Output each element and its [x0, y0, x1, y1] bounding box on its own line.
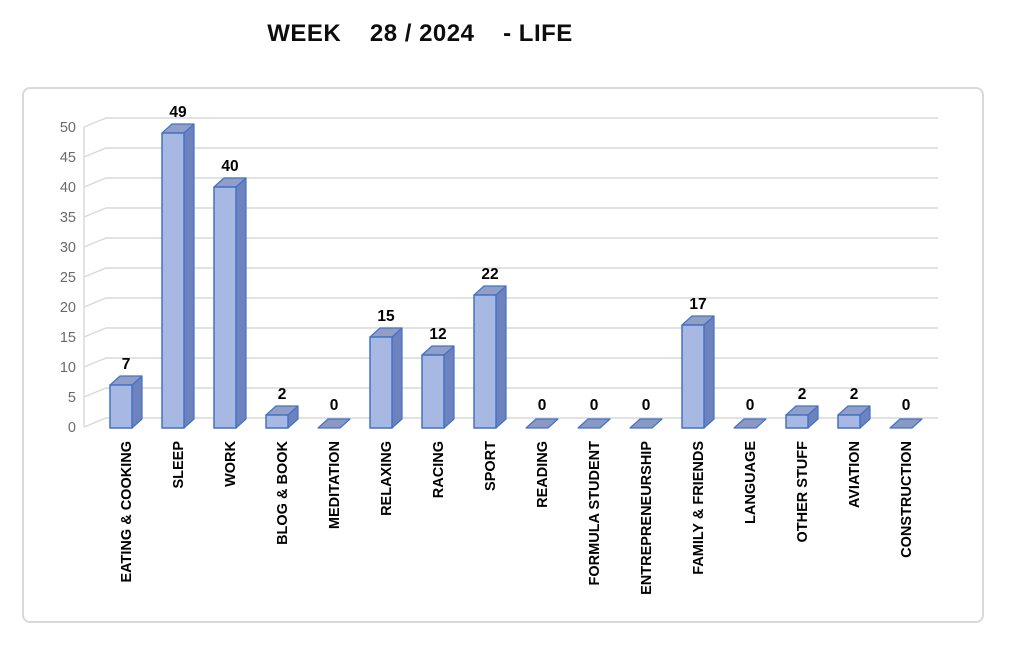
zero-marker — [629, 418, 663, 429]
y-tick-label: 40 — [60, 180, 76, 196]
category-label: ENTREPRENEURSHIP — [639, 441, 655, 595]
gridline — [83, 417, 938, 428]
value-label: 17 — [689, 296, 706, 313]
zero-marker — [889, 418, 923, 429]
bar-side-face — [443, 345, 455, 429]
y-tick-label: 45 — [60, 150, 76, 166]
bar-blog-book — [265, 405, 299, 429]
bar-sleep — [161, 123, 195, 429]
category-label: MEDITATION — [327, 441, 343, 529]
value-label: 22 — [481, 266, 498, 283]
bar-front-face — [109, 384, 133, 429]
category-label: FAMILY & FRIENDS — [691, 441, 707, 575]
value-label: 2 — [278, 386, 287, 403]
y-tick-label: 30 — [60, 240, 76, 256]
value-label: 0 — [538, 397, 547, 414]
category-label: FORMULA STUDENT — [587, 441, 603, 586]
y-tick-label: 5 — [68, 390, 76, 406]
gridline — [83, 147, 938, 158]
bar-aviation — [837, 405, 871, 429]
value-label: 15 — [377, 308, 395, 325]
value-label: 2 — [850, 386, 859, 403]
category-label: RACING — [431, 441, 447, 498]
bar-reading — [525, 418, 559, 429]
category-label: SPORT — [483, 441, 499, 491]
category-label: SLEEP — [171, 441, 187, 489]
bar-front-face — [161, 132, 185, 429]
bar-meditation — [317, 418, 351, 429]
bar-side-face — [495, 285, 507, 429]
bar-racing — [421, 345, 455, 429]
category-label: LANGUAGE — [743, 441, 759, 524]
gridline — [83, 117, 938, 128]
y-tick-label: 10 — [60, 360, 76, 376]
gridline — [83, 177, 938, 188]
value-label: 49 — [169, 104, 187, 121]
y-tick-label: 35 — [60, 210, 76, 226]
value-label: 0 — [642, 397, 651, 414]
bar-eating-cooking — [109, 375, 143, 429]
bar-front-face — [213, 186, 237, 429]
y-tick-label: 25 — [60, 270, 76, 286]
value-label: 0 — [590, 397, 599, 414]
value-label: 7 — [122, 356, 131, 373]
gridline — [83, 327, 938, 338]
y-tick-label: 50 — [60, 120, 76, 136]
category-label: RELAXING — [379, 441, 395, 516]
bar-sport — [473, 285, 507, 429]
bar-front-face — [681, 324, 705, 429]
bar-entrepreneurship — [629, 418, 663, 429]
category-label: WORK — [223, 440, 239, 486]
y-tick-label: 20 — [60, 300, 76, 316]
bar-front-face — [837, 414, 861, 429]
bar-construction — [889, 418, 923, 429]
value-label: 12 — [429, 326, 446, 343]
gridline — [83, 237, 938, 248]
value-label: 0 — [330, 397, 339, 414]
zero-marker — [733, 418, 767, 429]
bar-front-face — [369, 336, 393, 429]
zero-marker — [317, 418, 351, 429]
bar-side-face — [703, 315, 715, 429]
category-label: EATING & COOKING — [119, 441, 135, 583]
gridline — [83, 387, 938, 398]
category-label: BLOG & BOOK — [275, 440, 291, 544]
bar-family-friends — [681, 315, 715, 429]
gridline — [83, 297, 938, 308]
value-label: 0 — [902, 397, 911, 414]
zero-marker — [525, 418, 559, 429]
category-label: CONSTRUCTION — [899, 441, 915, 558]
y-tick-label: 0 — [68, 420, 76, 436]
bar-formula-student — [577, 418, 611, 429]
y-tick-label: 15 — [60, 330, 76, 346]
category-label: OTHER STUFF — [795, 441, 811, 543]
category-label: AVIATION — [847, 441, 863, 508]
bar-relaxing — [369, 327, 403, 429]
bar-front-face — [265, 414, 289, 429]
bar-front-face — [473, 294, 497, 429]
chart-title: WEEK 28 / 2024 - LIFE — [267, 20, 573, 47]
bar-front-face — [421, 354, 445, 429]
value-label: 0 — [746, 397, 755, 414]
bar-work — [213, 177, 247, 429]
zero-marker — [577, 418, 611, 429]
bar-side-face — [183, 123, 195, 429]
gridline — [83, 357, 938, 368]
bar-language — [733, 418, 767, 429]
bar-side-face — [235, 177, 247, 429]
category-label: READING — [535, 441, 551, 508]
bar-other-stuff — [785, 405, 819, 429]
bar-front-face — [785, 414, 809, 429]
gridline — [83, 267, 938, 278]
bar-side-face — [391, 327, 403, 429]
value-label: 2 — [798, 386, 807, 403]
gridline — [83, 207, 938, 218]
value-label: 40 — [221, 158, 238, 175]
